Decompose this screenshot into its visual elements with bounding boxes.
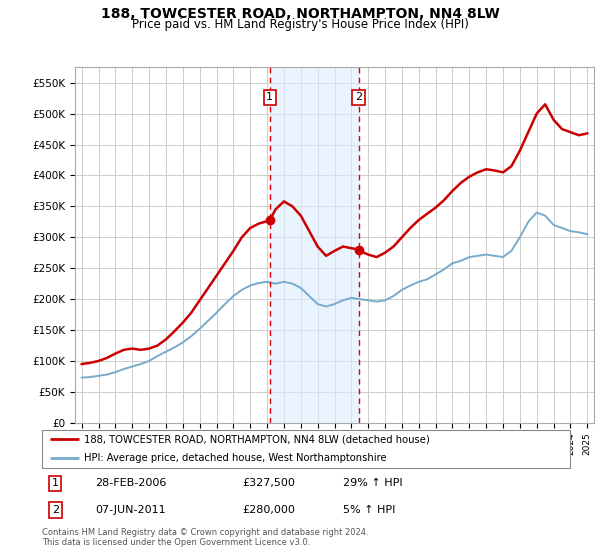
Text: 1: 1 xyxy=(52,478,59,488)
Text: 188, TOWCESTER ROAD, NORTHAMPTON, NN4 8LW (detached house): 188, TOWCESTER ROAD, NORTHAMPTON, NN4 8L… xyxy=(84,434,430,444)
FancyBboxPatch shape xyxy=(42,430,570,468)
Text: £327,500: £327,500 xyxy=(242,478,296,488)
Text: 5% ↑ HPI: 5% ↑ HPI xyxy=(343,505,395,515)
Text: 2: 2 xyxy=(52,505,59,515)
Text: 188, TOWCESTER ROAD, NORTHAMPTON, NN4 8LW: 188, TOWCESTER ROAD, NORTHAMPTON, NN4 8L… xyxy=(101,7,499,21)
Text: Price paid vs. HM Land Registry's House Price Index (HPI): Price paid vs. HM Land Registry's House … xyxy=(131,18,469,31)
Text: HPI: Average price, detached house, West Northamptonshire: HPI: Average price, detached house, West… xyxy=(84,453,387,463)
Text: 28-FEB-2006: 28-FEB-2006 xyxy=(95,478,166,488)
Text: 1: 1 xyxy=(266,92,273,102)
Text: 2: 2 xyxy=(355,92,362,102)
Text: 07-JUN-2011: 07-JUN-2011 xyxy=(95,505,166,515)
Text: £280,000: £280,000 xyxy=(242,505,296,515)
Text: 29% ↑ HPI: 29% ↑ HPI xyxy=(343,478,403,488)
Bar xyxy=(270,67,359,423)
Text: Contains HM Land Registry data © Crown copyright and database right 2024.
This d: Contains HM Land Registry data © Crown c… xyxy=(42,528,368,547)
